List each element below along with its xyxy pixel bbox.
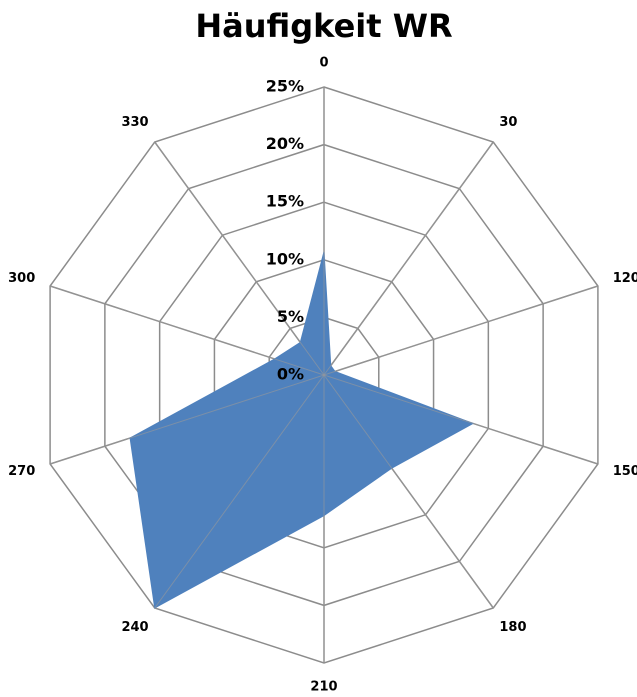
y-tick-label: 0% — [277, 365, 304, 384]
category-label: 0 — [319, 56, 328, 71]
category-label: 300 — [8, 271, 35, 286]
y-tick-label: 10% — [266, 249, 304, 268]
y-tick-label: 15% — [266, 192, 304, 211]
category-label: 120 — [613, 271, 637, 286]
spoke-overlay — [154, 141, 325, 376]
category-label: 210 — [310, 680, 337, 695]
spoke-overlay — [323, 374, 599, 465]
spoke-overlay — [49, 374, 325, 465]
spoke-overlay — [154, 374, 325, 609]
category-label: 240 — [121, 620, 148, 635]
category-label: 270 — [8, 464, 35, 479]
spoke-overlay — [49, 285, 325, 376]
y-tick-label: 5% — [277, 307, 304, 326]
category-label: 150 — [613, 464, 637, 479]
chart-title: Häufigkeit WR — [195, 7, 452, 45]
radar-area — [129, 251, 475, 609]
category-label: 330 — [121, 115, 148, 130]
spoke-overlay — [323, 374, 494, 609]
spoke-overlay — [323, 141, 494, 376]
y-tick-label: 25% — [266, 77, 304, 96]
category-label: 30 — [499, 115, 517, 130]
spoke-overlay — [323, 285, 599, 376]
category-label: 180 — [499, 620, 526, 635]
y-tick-label: 20% — [266, 134, 304, 153]
